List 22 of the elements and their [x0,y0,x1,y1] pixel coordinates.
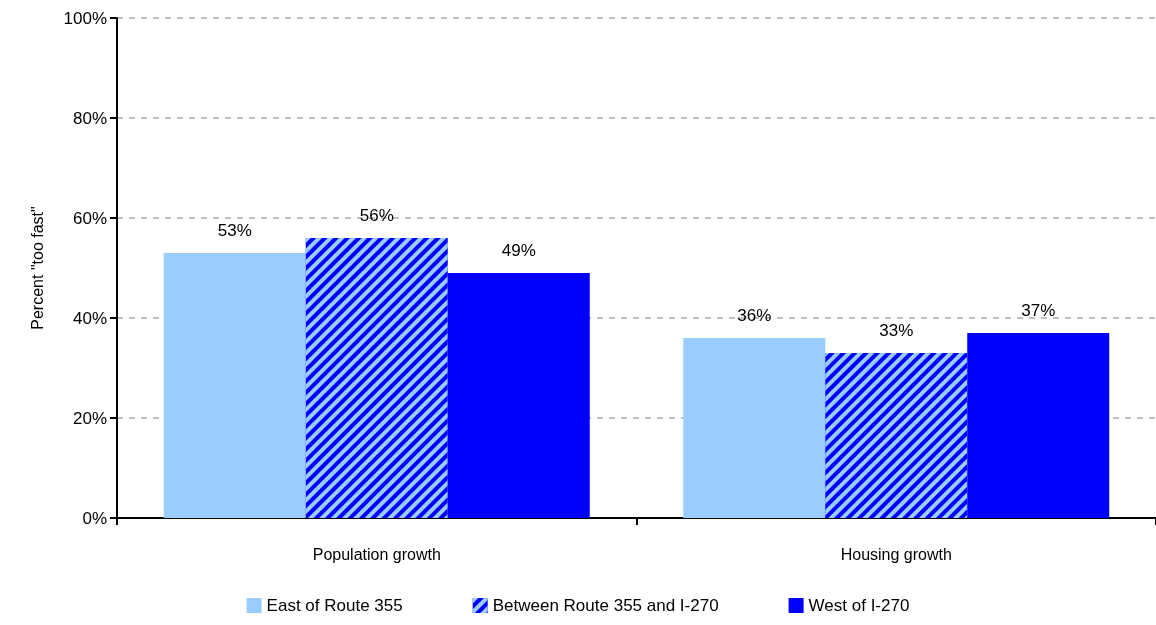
legend-label: East of Route 355 [266,596,403,615]
y-tick-label: 80% [72,108,107,128]
data-label: 37% [1021,301,1056,320]
y-tick-label: 100% [63,8,107,28]
data-label: 36% [737,306,772,325]
data-label: 33% [879,321,914,340]
y-tick-label: 20% [72,408,107,428]
bar [683,338,826,518]
data-label: 49% [501,241,536,260]
y-axis-title: Percent "too fast" [28,206,46,330]
bar [967,333,1110,518]
bar [447,273,590,518]
y-tick-label: 60% [72,208,107,228]
data-label: 56% [359,206,394,225]
y-tick-label: 40% [72,308,107,328]
x-tick-label: Population growth [312,545,441,563]
y-tick-label: 0% [82,508,107,528]
data-label: 53% [217,221,252,240]
bar [163,253,306,518]
legend-label: Between Route 355 and I-270 [492,596,719,615]
legend-label: West of I-270 [808,596,910,615]
x-tick-label: Housing growth [840,545,952,563]
